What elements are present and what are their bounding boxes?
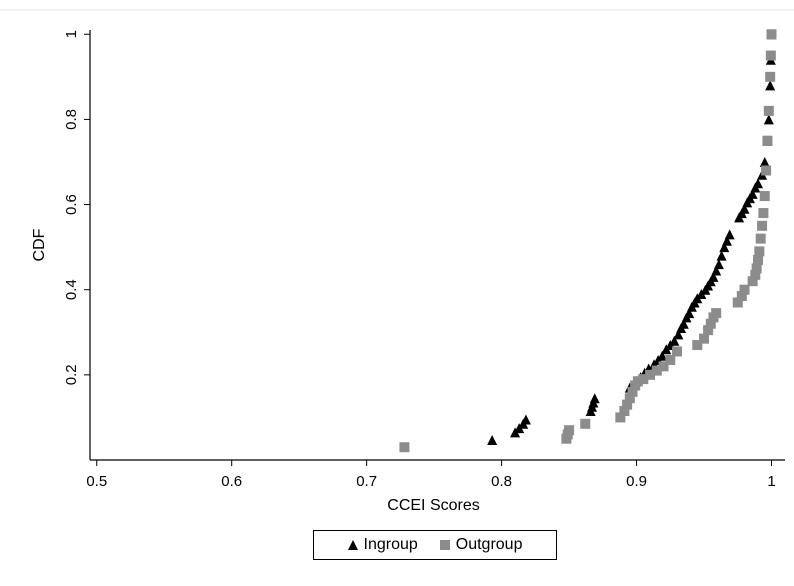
outgroup-point-15 <box>658 361 669 372</box>
y-tick-label-2: 0.6 <box>63 194 80 215</box>
x-axis-title: CCEI Scores <box>387 497 479 514</box>
ingroup-point-52 <box>765 80 776 91</box>
ingroup-point-25 <box>684 308 695 319</box>
ingroup-point-4 <box>520 414 531 425</box>
outgroup-point-5 <box>615 412 626 423</box>
outgroup-point-26 <box>739 284 750 295</box>
outgroup-point-3 <box>564 425 575 436</box>
square-marker-icon <box>439 540 450 550</box>
ingroup-point-36 <box>716 250 727 261</box>
outgroup-point-6 <box>619 406 630 417</box>
outgroup-point-33 <box>757 220 768 231</box>
ingroup-point-42 <box>739 203 750 214</box>
outgroup-point-38 <box>763 105 774 116</box>
outgroup-point-19 <box>699 333 710 344</box>
ingroup-point-20 <box>669 335 680 346</box>
ingroup-point-51 <box>763 114 774 125</box>
y-tick-label-3: 0.8 <box>63 109 80 130</box>
ingroup-point-49 <box>759 156 770 167</box>
outgroup-point-11 <box>632 376 643 387</box>
legend-label-outgroup: Outgroup <box>455 536 523 553</box>
y-tick-label-4: 1 <box>63 30 80 38</box>
outgroup-point-41 <box>766 29 777 40</box>
ingroup-point-38 <box>721 235 732 246</box>
outgroup-point-0 <box>399 442 410 453</box>
outgroup-point-25 <box>736 291 747 302</box>
outgroup-point-18 <box>692 340 703 351</box>
outgroup-point-16 <box>665 354 676 365</box>
outgroup-point-8 <box>624 393 635 404</box>
outgroup-point-36 <box>761 165 772 176</box>
outgroup-point-7 <box>622 399 633 410</box>
y-tick-label-1: 0.4 <box>63 279 80 300</box>
outgroup-point-27 <box>747 276 758 287</box>
outgroup-point-21 <box>705 318 716 329</box>
legend-label-ingroup: Ingroup <box>363 536 418 553</box>
outgroup-point-37 <box>762 135 773 146</box>
outgroup-point-9 <box>627 386 638 397</box>
x-tick-label-0: 0.5 <box>86 473 107 490</box>
outgroup-point-29 <box>751 263 762 274</box>
legend-entry-ingroup: Ingroup <box>347 536 418 554</box>
outgroup-point-32 <box>755 233 766 244</box>
outgroup-point-17 <box>672 346 683 357</box>
outgroup-point-35 <box>759 191 770 202</box>
outgroup-point-40 <box>765 50 776 61</box>
ingroup-point-17 <box>657 350 668 361</box>
triangle-marker-icon <box>347 540 358 550</box>
outgroup-point-4 <box>580 418 591 429</box>
ingroup-point-39 <box>724 229 735 240</box>
ingroup-point-45 <box>747 188 758 199</box>
x-tick-label-4: 0.9 <box>626 473 647 490</box>
legend: Ingroup Outgroup <box>313 530 557 560</box>
outgroup-point-23 <box>711 308 722 319</box>
y-axis-title: CDF <box>31 228 48 261</box>
outgroup-point-34 <box>758 208 769 219</box>
outgroup-point-28 <box>750 269 761 280</box>
y-tick-label-0: 0.2 <box>63 364 80 385</box>
legend-entry-outgroup: Outgroup <box>439 536 523 554</box>
outgroup-point-39 <box>765 71 776 82</box>
outgroup-point-20 <box>703 325 714 336</box>
ingroup-point-47 <box>753 178 764 189</box>
outgroup-point-14 <box>651 365 662 376</box>
outgroup-point-24 <box>732 297 743 308</box>
ingroup-point-23 <box>678 318 689 329</box>
ingroup-point-33 <box>708 271 719 282</box>
x-tick-label-3: 0.8 <box>491 473 512 490</box>
x-tick-label-1: 0.6 <box>221 473 242 490</box>
ingroup-point-37 <box>719 242 730 253</box>
ingroup-point-35 <box>713 259 724 270</box>
ingroup-point-8 <box>589 393 600 404</box>
ingroup-point-0 <box>487 434 498 445</box>
outgroup-point-13 <box>645 369 656 380</box>
ingroup-point-34 <box>711 265 722 276</box>
outgroup-point-30 <box>753 254 764 265</box>
outgroup-point-12 <box>638 374 649 385</box>
outgroup-point-31 <box>754 246 765 257</box>
ingroup-point-21 <box>673 329 684 340</box>
x-tick-label-5: 1 <box>767 473 775 490</box>
x-tick-label-2: 0.7 <box>356 473 377 490</box>
